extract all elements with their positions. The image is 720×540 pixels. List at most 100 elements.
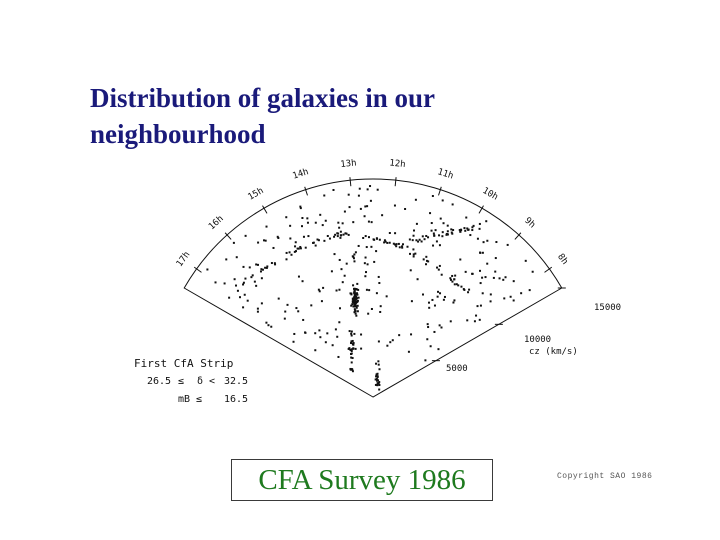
galaxy-dot: [453, 278, 456, 281]
galaxy-dot: [451, 203, 454, 206]
galaxy-dot: [244, 277, 247, 280]
title-line-1: Distribution of galaxies in our: [90, 83, 436, 113]
dec-leq-symbol: ≤: [178, 376, 184, 387]
galaxy-dot: [293, 332, 296, 335]
galaxy-dot: [284, 310, 287, 313]
galaxy-dot: [333, 253, 336, 256]
radius-label-10000: 10000: [524, 335, 551, 345]
galaxy-dot: [299, 207, 302, 210]
galaxy-dot: [351, 300, 354, 303]
radius-label-5000: 5000: [446, 364, 468, 374]
galaxy-dot: [285, 216, 288, 219]
ra-tick: [478, 205, 484, 214]
galaxy-dot: [407, 350, 410, 353]
galaxy-dot: [375, 362, 378, 365]
dec-upper-value: 32.5: [224, 376, 248, 387]
galaxy-dot: [354, 302, 357, 305]
galaxy-dot: [301, 280, 304, 283]
galaxy-dot: [364, 275, 367, 278]
galaxy-dot: [369, 199, 372, 202]
galaxy-dot: [520, 292, 523, 295]
ra-tick-label: 15h: [246, 186, 265, 203]
galaxy-dot: [506, 243, 509, 246]
galaxy-dot: [384, 240, 387, 243]
ra-tick-label: 8h: [555, 252, 569, 267]
galaxy-dot: [378, 381, 381, 384]
galaxy-dot: [388, 241, 391, 244]
galaxy-dot: [290, 253, 293, 256]
galaxy-dot: [410, 333, 413, 336]
ra-tick-label: 14h: [291, 167, 310, 182]
galaxy-dot: [350, 368, 353, 371]
galaxy-dot: [412, 234, 415, 237]
galaxy-dot: [324, 341, 327, 344]
galaxy-dot: [377, 363, 380, 366]
ra-tick: [304, 186, 308, 196]
galaxy-dot: [429, 345, 432, 348]
galaxy-dot: [418, 238, 421, 241]
galaxy-dot: [478, 222, 481, 225]
galaxy-dot: [314, 221, 317, 224]
galaxy-dot: [524, 259, 527, 262]
survey-label-box: CFA Survey 1986: [231, 459, 493, 501]
galaxy-dot: [489, 293, 492, 296]
galaxy-dot: [376, 375, 379, 378]
galaxy-dot: [320, 300, 323, 303]
strip-title: First CfA Strip: [134, 357, 233, 370]
galaxy-dot: [326, 234, 329, 237]
galaxy-dot: [463, 227, 466, 230]
galaxy-dot: [438, 244, 441, 247]
galaxy-dot: [479, 251, 482, 254]
galaxy-dot: [242, 283, 245, 286]
galaxy-dot: [364, 235, 367, 238]
galaxy-dot: [341, 222, 344, 225]
galaxy-dot: [427, 301, 430, 304]
galaxy-dot: [367, 236, 370, 239]
galaxy-dot: [348, 206, 351, 209]
galaxy-dot: [417, 240, 420, 243]
galaxy-dot: [353, 260, 356, 263]
galaxy-dot: [355, 293, 358, 296]
galaxy-dot: [335, 289, 338, 292]
galaxy-dot: [367, 220, 370, 223]
galaxy-dot: [319, 336, 322, 339]
galaxy-dot: [233, 278, 236, 281]
galaxy-dot: [438, 264, 441, 267]
galaxy-dot: [401, 243, 404, 246]
galaxy-dot: [460, 229, 463, 232]
galaxy-dot: [354, 304, 357, 307]
galaxy-dot: [342, 233, 345, 236]
galaxy-dot: [467, 291, 470, 294]
galaxy-dot: [260, 302, 263, 305]
galaxy-dot: [214, 281, 217, 284]
galaxy-dot: [458, 229, 461, 232]
galaxy-dot: [440, 326, 443, 329]
galaxy-dot: [436, 266, 439, 269]
galaxy-dot: [353, 311, 356, 314]
galaxy-dot: [353, 332, 356, 335]
galaxy-dot: [292, 340, 295, 343]
galaxy-dot: [466, 319, 469, 322]
galaxy-dot: [460, 285, 463, 288]
ra-ticks: 8h 9h 10h 11h 12h 13h 14h 15h 16h 17h: [175, 158, 570, 273]
galaxy-dot: [442, 222, 445, 225]
galaxy-dot: [359, 207, 362, 210]
galaxy-dot: [478, 227, 481, 230]
galaxy-dot: [264, 266, 267, 269]
galaxy-dot: [369, 185, 372, 188]
galaxy-dot: [446, 230, 449, 233]
galaxy-dot: [434, 229, 437, 232]
galaxy-dot: [337, 221, 340, 224]
galaxy-dot: [314, 349, 317, 352]
galaxy-dot: [312, 241, 315, 244]
galaxy-dot: [354, 309, 357, 312]
galaxy-dot: [495, 241, 498, 244]
galaxy-dot: [352, 347, 355, 350]
galaxy-dot: [443, 295, 446, 298]
galaxy-dot: [238, 296, 241, 299]
ra-tick: [438, 186, 442, 196]
galaxy-dot: [318, 329, 321, 332]
galaxy-dot: [251, 274, 254, 277]
galaxy-dot: [314, 244, 317, 247]
galaxy-dot: [338, 226, 341, 229]
